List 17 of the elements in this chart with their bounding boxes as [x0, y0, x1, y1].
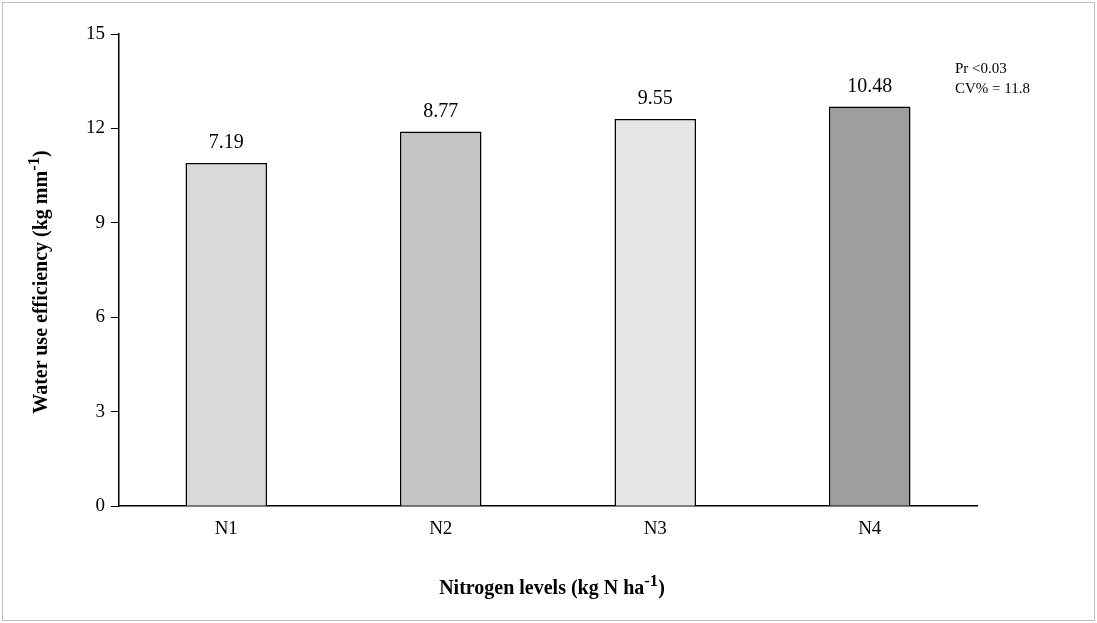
x-tick-label: N3 — [643, 516, 667, 538]
x-tick-label: N2 — [429, 516, 453, 538]
x-tick-label: N1 — [214, 516, 238, 538]
y-tick-label: 6 — [95, 305, 105, 327]
annotation: 9.55 — [637, 86, 673, 109]
x-axis-title: Nitrogen levels (kg N ha$^{-1}$) — [439, 571, 665, 599]
y-tick-label: 12 — [86, 116, 105, 138]
annotation: 10.48 — [847, 73, 893, 96]
y-tick-label: 9 — [95, 210, 105, 232]
annotation: CV% = 11.8 — [955, 80, 1030, 97]
annotation: 8.77 — [423, 98, 459, 121]
y-tick-label: 0 — [95, 494, 105, 516]
y-tick-label: 3 — [95, 399, 105, 421]
annotation: Pr <0.03 — [955, 60, 1007, 77]
annotation: 7.19 — [208, 130, 244, 153]
y-tick-label: 15 — [86, 21, 105, 43]
x-tick-label: N4 — [858, 516, 882, 538]
